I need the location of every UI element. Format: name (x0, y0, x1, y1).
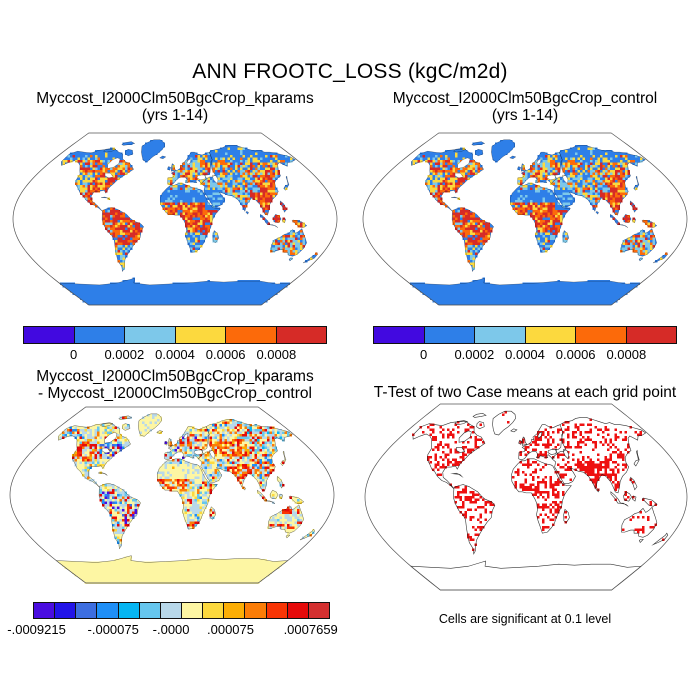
colorbar-tick-label: 0.0008 (606, 347, 647, 362)
colorbar-tick-label: .000075 (207, 622, 254, 637)
colorbar-difference (33, 602, 330, 619)
colorbar-segment (266, 603, 287, 618)
colorbar-kparams (23, 326, 327, 344)
colorbar-segment (525, 327, 575, 343)
colorbar-segment (576, 327, 626, 343)
colorbar-segment (226, 327, 276, 343)
map-canvas-difference (7, 404, 337, 586)
colorbar-segment (308, 603, 329, 618)
colorbar-segment (76, 603, 97, 618)
colorbar-segment (74, 327, 124, 343)
panel-title-control-line1: Myccost_I2000Clm50BgcCrop_control (392, 90, 658, 107)
figure-title: ANN FROOTC_LOSS (kgC/m2d) (192, 60, 508, 83)
colorbar-segment (287, 603, 308, 618)
map-canvas-kparams (10, 130, 340, 308)
colorbar-segment (626, 327, 676, 343)
colorbar-tick-label: 0.0002 (454, 347, 495, 362)
colorbar-segment (245, 603, 266, 618)
colorbar-segment (118, 603, 139, 618)
map-canvas-control (360, 130, 690, 308)
colorbar-tick-label: 0.0002 (104, 347, 145, 362)
colorbar-tick-label: 0.0004 (505, 347, 545, 362)
colorbar-segment (181, 603, 203, 618)
colorbar-tick-label: 0 (70, 347, 78, 362)
colorbar-segment (55, 603, 76, 618)
map-canvas-ttest (362, 401, 690, 593)
colorbar-tick-label: 0.0004 (155, 347, 195, 362)
colorbar-tick-label: 0.0006 (205, 347, 246, 362)
colorbar-segment (276, 327, 326, 343)
colorbar-segment (160, 603, 181, 618)
panel-title-kparams-line1: Myccost_I2000Clm50BgcCrop_kparams (36, 90, 314, 107)
colorbar-tick-label: 0.0008 (256, 347, 297, 362)
colorbar-tick-label: 0.0006 (555, 347, 596, 362)
colorbar-segment (203, 603, 224, 618)
panel-title-kparams-line2: (yrs 1-14) (141, 107, 209, 124)
colorbar-segment (424, 327, 474, 343)
colorbar-tick-label: -.0009215 (7, 622, 66, 637)
colorbar-segment (139, 603, 160, 618)
colorbar-segment (24, 327, 74, 343)
panel-title-difference-line2: - Myccost_I2000Clm50BgcCrop_control (38, 385, 312, 402)
colorbar-segment (374, 327, 424, 343)
colorbar-segment (175, 327, 225, 343)
panel-title-difference: Myccost_I2000Clm50BgcCrop_kparams - Mycc… (10, 368, 340, 402)
panel-title-kparams: Myccost_I2000Clm50BgcCrop_kparams (yrs 1… (10, 90, 340, 124)
colorbar-segment (125, 327, 175, 343)
colorbar-segment (224, 603, 245, 618)
panel-title-control-line2: (yrs 1-14) (491, 107, 559, 124)
colorbar-segment (475, 327, 525, 343)
colorbar-control (373, 326, 677, 344)
colorbar-tick-label: .0007659 (283, 622, 338, 637)
colorbar-tick-label: 0 (420, 347, 428, 362)
panel-title-difference-line1: Myccost_I2000Clm50BgcCrop_kparams (36, 368, 314, 385)
colorbar-segment (34, 603, 55, 618)
colorbar-tick-label: -.000075 (87, 622, 139, 637)
panel-title-ttest-line1: T-Test of two Case means at each grid po… (373, 384, 677, 401)
ttest-caption: Cells are significant at 0.1 level (438, 612, 612, 626)
colorbar-segment (97, 603, 118, 618)
panel-title-ttest: T-Test of two Case means at each grid po… (360, 384, 690, 401)
colorbar-tick-label: -.0000 (152, 622, 190, 637)
panel-title-control: Myccost_I2000Clm50BgcCrop_control (yrs 1… (360, 90, 690, 124)
